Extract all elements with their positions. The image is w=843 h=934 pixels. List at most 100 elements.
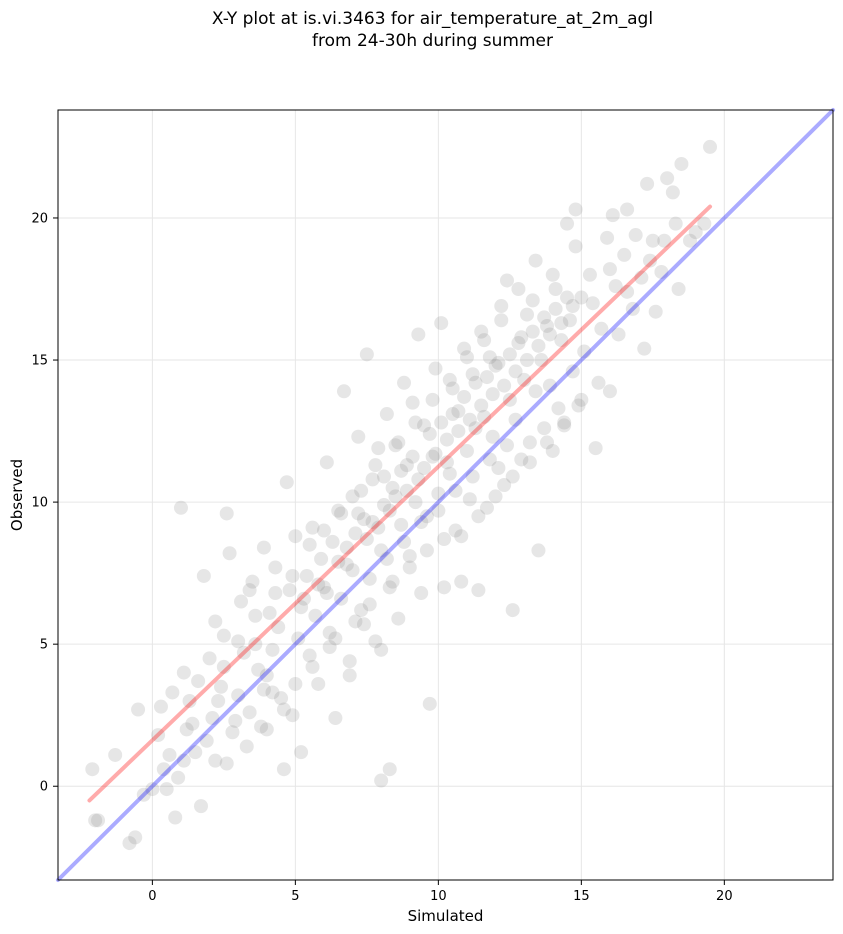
data-point [485, 387, 500, 402]
data-point [442, 372, 457, 387]
data-point [256, 540, 271, 555]
data-point [368, 634, 383, 649]
data-point [528, 253, 543, 268]
data-point [494, 299, 509, 314]
data-point [422, 696, 437, 711]
data-point [620, 284, 635, 299]
data-point [640, 176, 655, 191]
data-point [402, 560, 417, 575]
data-point [568, 239, 583, 254]
data-point [605, 208, 620, 223]
data-point [468, 375, 483, 390]
data-point [176, 753, 191, 768]
data-point [285, 568, 300, 583]
data-point [311, 676, 326, 691]
data-point [671, 282, 686, 297]
data-point [319, 455, 334, 470]
data-point [657, 233, 672, 248]
data-point [234, 594, 249, 609]
data-point [268, 586, 283, 601]
data-point [191, 674, 206, 689]
data-point [551, 401, 566, 416]
data-point [328, 711, 343, 726]
y-tick-label: 5 [40, 638, 48, 653]
data-point [354, 603, 369, 618]
data-point [354, 483, 369, 498]
data-point [199, 733, 214, 748]
grid-lines [58, 110, 833, 880]
data-point [660, 171, 675, 186]
one-to-one-line [56, 108, 835, 882]
data-point [388, 438, 403, 453]
data-point [505, 469, 520, 484]
data-point [554, 333, 569, 348]
data-point [365, 514, 380, 529]
data-point [185, 716, 200, 731]
data-point [554, 316, 569, 331]
data-point [468, 421, 483, 436]
data-point [522, 455, 537, 470]
data-point [173, 500, 188, 515]
data-point [356, 617, 371, 632]
data-point [228, 713, 243, 728]
data-point [557, 418, 572, 433]
data-point [259, 668, 274, 683]
data-point [445, 381, 460, 396]
data-point [459, 443, 474, 458]
data-point [128, 830, 143, 845]
data-point [497, 478, 512, 493]
data-point [122, 836, 137, 851]
data-point [634, 270, 649, 285]
x-tick-label: 15 [573, 889, 590, 904]
data-point [448, 523, 463, 538]
data-point [254, 719, 269, 734]
data-point [511, 282, 526, 297]
data-point [251, 662, 266, 677]
data-point [428, 361, 443, 376]
data-point [502, 392, 517, 407]
data-point [339, 540, 354, 555]
data-point [625, 301, 640, 316]
data-point [628, 228, 643, 243]
data-point [271, 620, 286, 635]
data-point [442, 466, 457, 481]
data-point [542, 327, 557, 342]
data-point [502, 347, 517, 362]
data-point [445, 407, 460, 422]
data-point [494, 313, 509, 328]
data-point [482, 350, 497, 365]
x-tick-label: 5 [291, 889, 299, 904]
data-point [351, 506, 366, 521]
data-point [474, 398, 489, 413]
data-point [697, 216, 712, 231]
data-point [525, 293, 540, 308]
data-point [565, 299, 580, 314]
data-point [356, 512, 371, 527]
data-point [419, 543, 434, 558]
data-point [265, 642, 280, 657]
data-point [545, 443, 560, 458]
data-point [216, 628, 231, 643]
data-point [319, 586, 334, 601]
data-point [153, 699, 168, 714]
data-point [425, 449, 440, 464]
data-point [211, 693, 226, 708]
data-point [477, 409, 492, 424]
data-point [514, 330, 529, 345]
data-point [308, 608, 323, 623]
data-point [385, 480, 400, 495]
data-point [414, 586, 429, 601]
data-point [359, 532, 374, 547]
data-point [520, 307, 535, 322]
data-point [491, 461, 506, 476]
data-point [517, 372, 532, 387]
data-point [462, 412, 477, 427]
data-point [193, 799, 208, 814]
data-point [437, 580, 452, 595]
data-point [431, 486, 446, 501]
data-point [391, 435, 406, 450]
data-point [179, 722, 194, 737]
data-point [382, 762, 397, 777]
data-point [225, 725, 240, 740]
data-point [388, 489, 403, 504]
